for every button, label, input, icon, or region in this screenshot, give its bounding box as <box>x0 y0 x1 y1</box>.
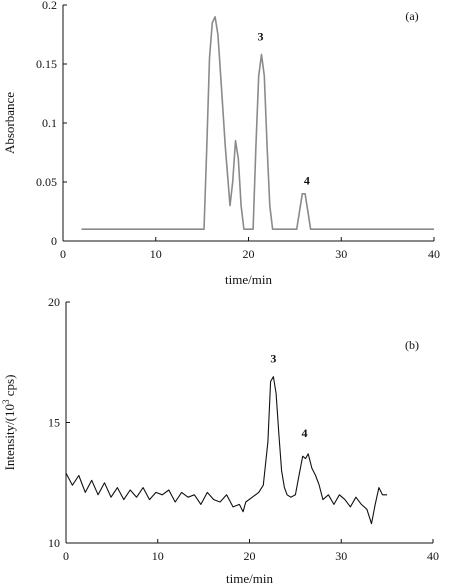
panel-label-a: (a) <box>405 9 418 23</box>
y-axis-title-a: Absorbance <box>2 92 17 154</box>
x-axis-title-a: time/min <box>225 272 272 287</box>
panel-label-b: (b) <box>405 338 419 352</box>
x-axis-a: 0 10 20 30 40 <box>60 237 440 261</box>
peak-label: 3 <box>270 351 276 365</box>
y-tick-label: 0.05 <box>36 175 57 189</box>
chromatogram-line-b <box>65 376 388 525</box>
x-tick-label: 20 <box>243 247 255 261</box>
x-tick-label: 10 <box>152 549 164 563</box>
y-axis-a: 0 0.05 0.1 0.15 0.2 <box>36 0 67 248</box>
x-tick-label: 10 <box>150 247 162 261</box>
y-tick-label: 0.2 <box>42 0 57 12</box>
x-axis-b: 0 10 20 30 40 <box>63 539 439 563</box>
y-tick-label: 0.1 <box>42 116 57 130</box>
x-tick-label: 40 <box>427 549 439 563</box>
y-tick-label: 0 <box>51 234 57 248</box>
y-axis-title-b: Intensity/(103 cps) <box>1 375 17 471</box>
x-axis-title-b: time/min <box>226 571 273 584</box>
y-tick-label: 10 <box>48 536 60 550</box>
peak-label: 3 <box>258 29 264 43</box>
peak-labels-a: 34 <box>258 29 310 187</box>
y-tick-label: 0.15 <box>36 57 57 71</box>
y-axis-b: 10 15 20 <box>48 295 70 550</box>
x-tick-label: 20 <box>244 549 256 563</box>
chart-panel-a: 0 10 20 30 40 00.050.10.150.2 34 (a) time/mi… <box>2 0 440 287</box>
peak-label: 4 <box>304 173 310 187</box>
peak-labels-b: 34 <box>270 351 307 440</box>
y-tick-label: 15 <box>48 416 60 430</box>
y-axis-title-b-suffix: cps) <box>2 375 17 400</box>
x-tick-label: 40 <box>428 247 440 261</box>
x-tick-label: 0 <box>60 247 66 261</box>
peak-label: 4 <box>302 426 308 440</box>
y-axis-title-b-base: Intensity/(10 <box>2 404 17 470</box>
y-axis-title-b-sup: 3 <box>1 399 11 404</box>
y-tick-label: 20 <box>48 295 60 309</box>
x-tick-label: 30 <box>335 247 347 261</box>
chromatogram-line-a <box>81 16 434 230</box>
x-tick-label: 30 <box>335 549 347 563</box>
x-tick-label: 0 <box>63 549 69 563</box>
